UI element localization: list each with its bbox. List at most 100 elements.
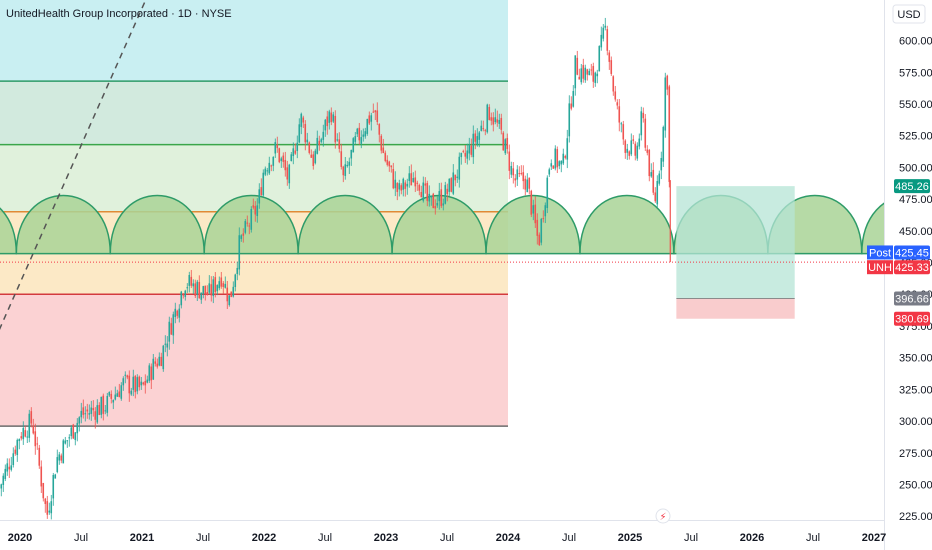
- candle-body: [574, 55, 577, 89]
- candle-body: [560, 160, 563, 165]
- candle-body: [566, 138, 569, 160]
- candle-body: [332, 114, 335, 122]
- candle-body: [96, 405, 99, 423]
- y-tick-label: 600.00: [899, 36, 932, 48]
- candle-body: [280, 158, 283, 161]
- x-tick-label: 2025: [618, 532, 642, 544]
- candle-body: [436, 202, 439, 206]
- x-tick-label: Jul: [318, 532, 332, 544]
- unh-price-tag-bg: [894, 260, 930, 275]
- cycle-arc: [485, 194, 581, 255]
- candle-body: [318, 140, 321, 146]
- candle-body: [202, 286, 205, 294]
- candle-body: [112, 399, 115, 403]
- candle-body: [500, 117, 503, 130]
- candle-body: [208, 283, 211, 293]
- y-tick-label: 350.00: [899, 353, 932, 365]
- post-price-tag-value: 425.45: [895, 247, 929, 259]
- candle-body: [260, 187, 263, 195]
- candle-body: [258, 189, 261, 204]
- unh-price-tag-value: 425.33: [895, 262, 929, 274]
- candle-body: [302, 117, 305, 123]
- candle-body: [372, 111, 375, 113]
- candle-body: [584, 67, 587, 81]
- candle-body: [84, 413, 87, 415]
- candle-body: [68, 437, 71, 439]
- candle-body: [504, 139, 507, 154]
- candle-body: [174, 308, 177, 317]
- candle-body: [412, 178, 415, 183]
- lightning-icon[interactable]: [655, 508, 671, 524]
- candle-body: [158, 356, 161, 366]
- candle-body: [608, 52, 611, 62]
- candle-body: [154, 361, 157, 364]
- candle-body: [320, 139, 323, 142]
- candle-body: [172, 314, 175, 336]
- candle-body: [474, 133, 477, 142]
- candle-body: [20, 436, 23, 439]
- candle-body: [216, 285, 219, 292]
- cycle-arc: [0, 207, 18, 255]
- candle-body: [184, 290, 187, 297]
- candle-body: [520, 173, 523, 175]
- candle-body: [196, 281, 199, 295]
- candle-body: [358, 127, 361, 141]
- candle-body: [650, 172, 653, 177]
- candle-body: [510, 165, 513, 175]
- x-tick-label: Jul: [196, 532, 210, 544]
- candle-body: [438, 191, 441, 202]
- y-tick-label: 300.00: [899, 416, 932, 428]
- candle-body: [168, 321, 171, 342]
- y-tick-label: 275.00: [899, 448, 932, 460]
- candle-body: [218, 281, 221, 289]
- candle-body: [276, 144, 279, 149]
- candle-body: [596, 73, 599, 77]
- candle-body: [398, 183, 401, 190]
- candle-body: [228, 295, 231, 306]
- candle-body: [310, 154, 313, 158]
- x-tick-label: 2022: [252, 532, 276, 544]
- x-tick-label: 2026: [740, 532, 764, 544]
- candle-body: [54, 474, 57, 479]
- candle-body: [636, 145, 639, 159]
- candle-body: [102, 395, 105, 414]
- cycle-arc: [391, 194, 487, 255]
- currency-button[interactable]: [892, 4, 926, 24]
- candle-body: [558, 161, 561, 167]
- candle-body: [552, 165, 555, 169]
- candle-body: [380, 135, 383, 151]
- candle-body: [648, 149, 651, 177]
- candle-body: [388, 161, 391, 167]
- candle-body: [334, 115, 337, 143]
- candle-body: [664, 77, 667, 131]
- candle-body: [212, 279, 215, 297]
- candle-body: [610, 60, 613, 74]
- trend-line: [0, 0, 147, 330]
- candle-body: [410, 173, 413, 186]
- candle-body: [414, 177, 417, 187]
- zone-band-0: [0, 0, 508, 82]
- candle-body: [180, 291, 183, 306]
- candle-body: [122, 378, 125, 386]
- candle-body: [632, 139, 635, 141]
- candle-body: [140, 381, 143, 386]
- candle-body: [92, 407, 95, 411]
- candle-body: [422, 182, 425, 201]
- candle-body: [100, 396, 103, 415]
- candle-body: [246, 222, 249, 224]
- candle-body: [356, 128, 359, 135]
- x-tick-label: 2020: [8, 532, 32, 544]
- candle-body: [424, 183, 427, 186]
- candle-body: [614, 91, 617, 100]
- candle-body: [502, 132, 505, 151]
- candle-body: [156, 363, 159, 367]
- zone-band-4: [0, 294, 508, 427]
- candle-body: [532, 205, 535, 214]
- candles: [0, 17, 671, 520]
- candle-body: [178, 308, 181, 318]
- candle-body: [36, 443, 39, 445]
- candle-body: [120, 385, 123, 399]
- candle-body: [130, 390, 133, 395]
- candle-body: [12, 453, 15, 466]
